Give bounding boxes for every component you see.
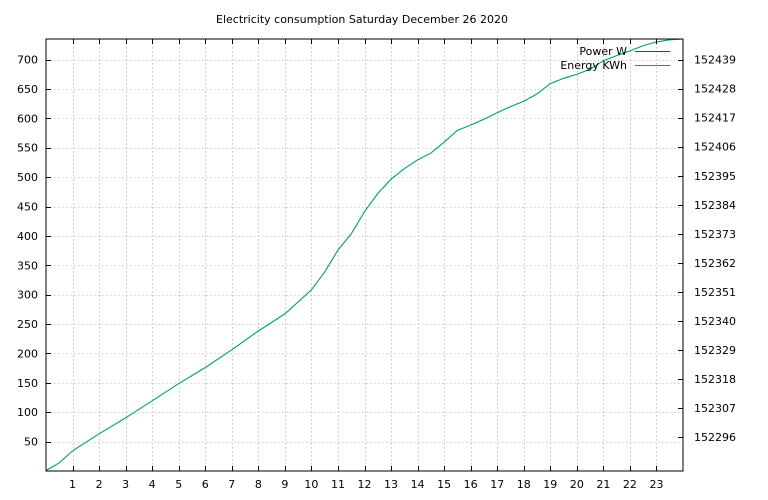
y2-tick-label: 152417 xyxy=(694,112,736,125)
tick-marks xyxy=(46,39,683,471)
y-tick-label: 400 xyxy=(17,230,38,243)
x-tick-label: 21 xyxy=(596,478,610,491)
x-tick-label: 6 xyxy=(202,478,209,491)
y-tick-label: 300 xyxy=(17,289,38,302)
x-tick-label: 23 xyxy=(649,478,663,491)
x-tick-label: 20 xyxy=(570,478,584,491)
y-tick-labels: 50 100 150 200 250 300 350 400 450 500 550 600 650 70… xyxy=(17,54,38,449)
y-tick-label: 100 xyxy=(17,406,38,419)
x-tick-label: 5 xyxy=(175,478,182,491)
legend-label-0: Power W xyxy=(579,45,627,58)
y-tick-label: 500 xyxy=(17,171,38,184)
x-tick-label: 15 xyxy=(437,478,451,491)
y2-tick-label: 152384 xyxy=(694,199,736,212)
x-tick-label: 12 xyxy=(358,478,372,491)
y-tick-label: 350 xyxy=(17,259,38,272)
y2-tick-label: 152439 xyxy=(694,54,736,67)
x-tick-label: 1 xyxy=(69,478,76,491)
y-tick-label: 250 xyxy=(17,318,38,331)
y2-tick-label: 152307 xyxy=(694,402,736,415)
x-tick-label: 19 xyxy=(543,478,557,491)
y2-tick-label: 152351 xyxy=(694,286,736,299)
series-lines xyxy=(45,38,684,471)
y2-tick-labels: 152296 152307 152318 152329 152340 152351 1523… xyxy=(694,54,736,445)
x-tick-label: 2 xyxy=(96,478,103,491)
x-tick-label: 22 xyxy=(623,478,637,491)
y-tick-label: 200 xyxy=(17,347,38,360)
y2-tick-label: 152373 xyxy=(694,228,736,241)
x-tick-label: 9 xyxy=(281,478,288,491)
y-tick-label: 450 xyxy=(17,201,38,214)
y2-tick-label: 152395 xyxy=(694,170,736,183)
x-tick-label: 18 xyxy=(517,478,531,491)
grid xyxy=(46,39,683,471)
y-tick-label: 650 xyxy=(17,83,38,96)
x-tick-label: 7 xyxy=(228,478,235,491)
y2-tick-label: 152428 xyxy=(694,83,736,96)
y2-tick-label: 152406 xyxy=(694,141,736,154)
y2-tick-label: 152318 xyxy=(694,373,736,386)
x-tick-label: 14 xyxy=(411,478,425,491)
legend-label-1: Energy KWh xyxy=(560,59,627,72)
y2-tick-label: 152362 xyxy=(694,257,736,270)
x-tick-label: 10 xyxy=(304,478,318,491)
y-tick-label: 700 xyxy=(17,54,38,67)
y-tick-label: 150 xyxy=(17,377,38,390)
x-tick-label: 16 xyxy=(464,478,478,491)
y-tick-label: 600 xyxy=(17,112,38,125)
x-tick-label: 13 xyxy=(384,478,398,491)
y-tick-label: 550 xyxy=(17,142,38,155)
x-tick-label: 17 xyxy=(490,478,504,491)
y-tick-label: 50 xyxy=(24,436,38,449)
x-tick-label: 8 xyxy=(255,478,262,491)
y2-tick-label: 152340 xyxy=(694,315,736,328)
chart-title: Electricity consumption Saturday Decembe… xyxy=(216,13,508,26)
series-line-1 xyxy=(45,38,684,471)
plot-frame xyxy=(45,38,684,472)
y2-tick-label: 152296 xyxy=(694,431,736,444)
x-tick-label: 4 xyxy=(149,478,156,491)
x-tick-label: 3 xyxy=(122,478,129,491)
x-tick-labels: 1 2 3 4 5 6 7 8 9 10 11 12 13 14 15 16 17 18 19 20 21 22 23 xyxy=(69,478,663,491)
x-tick-label: 11 xyxy=(331,478,345,491)
y2-tick-label: 152329 xyxy=(694,344,736,357)
